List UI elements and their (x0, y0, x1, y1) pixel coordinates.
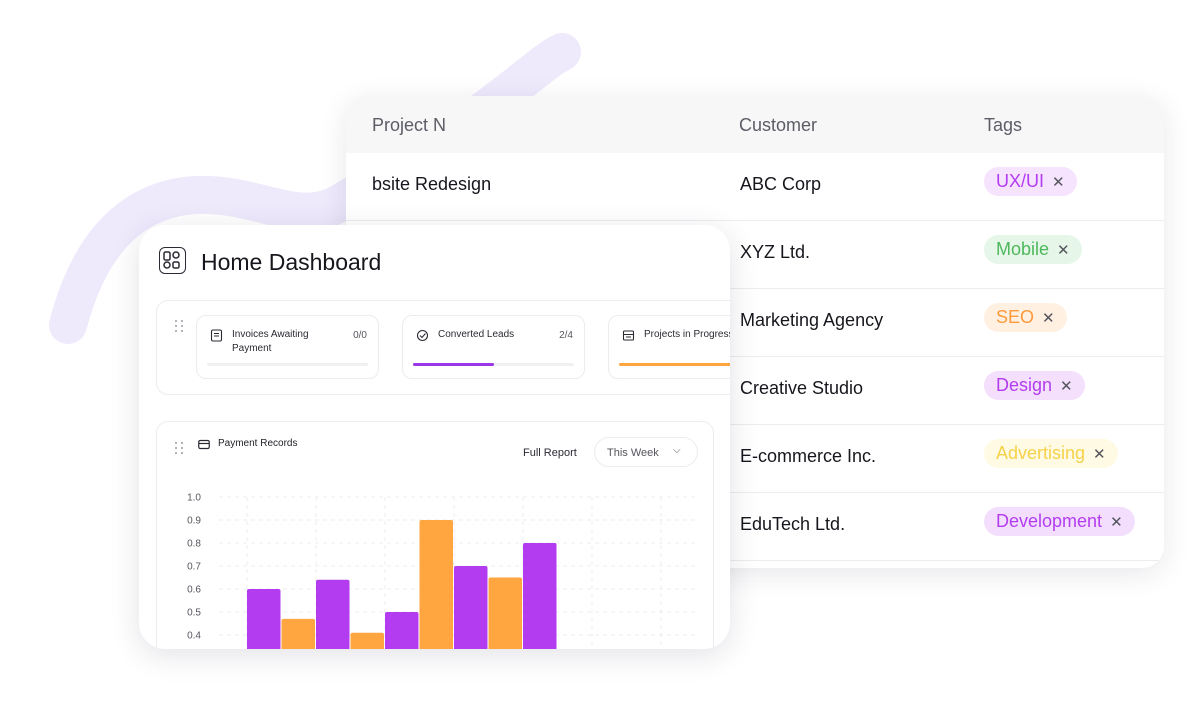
kpi-label: Invoices Awaiting Payment (232, 328, 309, 356)
y-tick-label: 0.9 (187, 516, 201, 527)
period-select-value: This Week (607, 447, 659, 459)
chart-bar[interactable] (350, 632, 385, 649)
project-name-cell: bsite Redesign (372, 174, 492, 194)
tag-chip[interactable]: Mobile ✕ (984, 235, 1082, 264)
y-tick-label: 1.0 (187, 493, 201, 504)
y-tick-label: 0.8 (187, 539, 201, 550)
kpi-label-line2: Payment (232, 343, 272, 354)
y-tick-label: 0.5 (187, 608, 201, 619)
kpi-progress-track (413, 363, 574, 366)
remove-tag-icon[interactable]: ✕ (1052, 174, 1065, 191)
chart-bar[interactable] (385, 612, 419, 649)
invoice-icon (210, 329, 223, 342)
tag-label: UX/UI (996, 171, 1045, 191)
remove-tag-icon[interactable]: ✕ (1060, 378, 1073, 395)
table-row[interactable]: XYZ Ltd. Mobile ✕ (346, 221, 1164, 289)
remove-tag-icon[interactable]: ✕ (1057, 242, 1070, 259)
table-row[interactable]: Creative Studio Design ✕ (346, 357, 1164, 425)
tag-chip[interactable]: UX/UI ✕ (984, 167, 1077, 196)
kpi-widget: Invoices Awaiting Payment 0/0 Converted Lea… (156, 300, 730, 395)
kpi-tile[interactable]: Invoices Awaiting Payment 0/0 (196, 315, 379, 379)
y-tick-label: 0.6 (187, 585, 201, 596)
dashboard-title: Home Dashboard (201, 249, 382, 275)
column-header-project[interactable]: Project N (372, 115, 447, 135)
chart-bar[interactable] (316, 579, 350, 649)
customer-cell: XYZ Ltd. (740, 242, 811, 262)
leads-icon (416, 329, 429, 342)
remove-tag-icon[interactable]: ✕ (1042, 310, 1055, 327)
y-tick-label: 0.4 (187, 631, 201, 642)
kpi-tile[interactable]: Projects in Progress (608, 315, 730, 379)
chart-bar[interactable] (281, 618, 316, 649)
full-report-link[interactable]: Full Report (523, 447, 577, 459)
table-row[interactable]: bsite Redesign ABC Corp UX/UI ✕ (346, 153, 1164, 221)
projects-table-card: Project N Customer Tags bsite Redesign AB… (346, 96, 1164, 568)
drag-handle-icon[interactable] (174, 319, 184, 333)
kpi-label: Projects in Progress (644, 328, 730, 342)
payment-bar-chart: 1.0 0.9 0.8 0.7 0.6 0.5 0.4 (187, 493, 697, 650)
chart-bar[interactable] (488, 577, 523, 650)
customer-cell: Creative Studio (740, 378, 864, 398)
tag-chip[interactable]: Advertising ✕ (984, 439, 1118, 468)
table-row[interactable]: Marketing Agency SEO ✕ (346, 289, 1164, 357)
customer-cell: ABC Corp (740, 174, 822, 194)
kpi-progress-track (619, 363, 730, 366)
y-tick-label: 0.7 (187, 562, 201, 573)
chart-bar[interactable] (247, 589, 281, 649)
kpi-label: Converted Leads (438, 328, 514, 342)
chart-bar[interactable] (523, 543, 557, 649)
kpi-progress-fill (619, 363, 730, 366)
kpi-progress-fill (413, 363, 494, 366)
kpi-progress-track (207, 363, 368, 366)
tag-label: Development (996, 511, 1103, 531)
kpi-label-line1: Projects in Progress (644, 329, 730, 340)
kpi-count: 2/4 (559, 330, 573, 341)
kpi-label-line1: Invoices Awaiting (232, 329, 309, 340)
home-dashboard-card: Home Dashboard Invoices Awaiting Payment 0… (139, 225, 730, 649)
drag-handle-icon[interactable] (174, 441, 184, 455)
customer-cell: Marketing Agency (740, 310, 884, 330)
tag-chip[interactable]: Development ✕ (984, 507, 1135, 536)
tag-label: Mobile (996, 239, 1050, 259)
table-row[interactable]: EduTech Ltd. Development ✕ (346, 493, 1164, 561)
column-header-tags[interactable]: Tags (984, 115, 1023, 135)
payment-records-widget: Payment Records Full Report This Week ⌵ … (156, 421, 714, 649)
kpi-label-line1: Converted Leads (438, 329, 515, 340)
payment-icon (198, 439, 210, 450)
period-select[interactable]: This Week ⌵ (594, 437, 698, 467)
column-header-customer[interactable]: Customer (739, 115, 818, 135)
customer-cell: EduTech Ltd. (740, 514, 846, 534)
tag-label: Advertising (996, 443, 1086, 463)
customer-cell: E-commerce Inc. (740, 446, 877, 466)
tag-label: SEO (996, 307, 1035, 327)
tag-chip[interactable]: Design ✕ (984, 371, 1085, 400)
remove-tag-icon[interactable]: ✕ (1110, 514, 1123, 531)
tag-label: Design (996, 375, 1053, 395)
kpi-count: 0/0 (353, 330, 367, 341)
chart-bar[interactable] (454, 566, 488, 649)
tag-chip[interactable]: SEO ✕ (984, 303, 1067, 332)
dashboard-grid-icon (159, 247, 186, 274)
payment-records-title: Payment Records (218, 438, 298, 449)
chevron-down-icon: ⌵ (673, 445, 681, 456)
kpi-tile[interactable]: Converted Leads 2/4 (402, 315, 585, 379)
projects-icon (622, 330, 635, 341)
table-row[interactable]: E-commerce Inc. Advertising ✕ (346, 425, 1164, 493)
remove-tag-icon[interactable]: ✕ (1093, 446, 1106, 463)
table-header: Project N Customer Tags (346, 96, 1164, 153)
chart-bar[interactable] (419, 520, 454, 649)
